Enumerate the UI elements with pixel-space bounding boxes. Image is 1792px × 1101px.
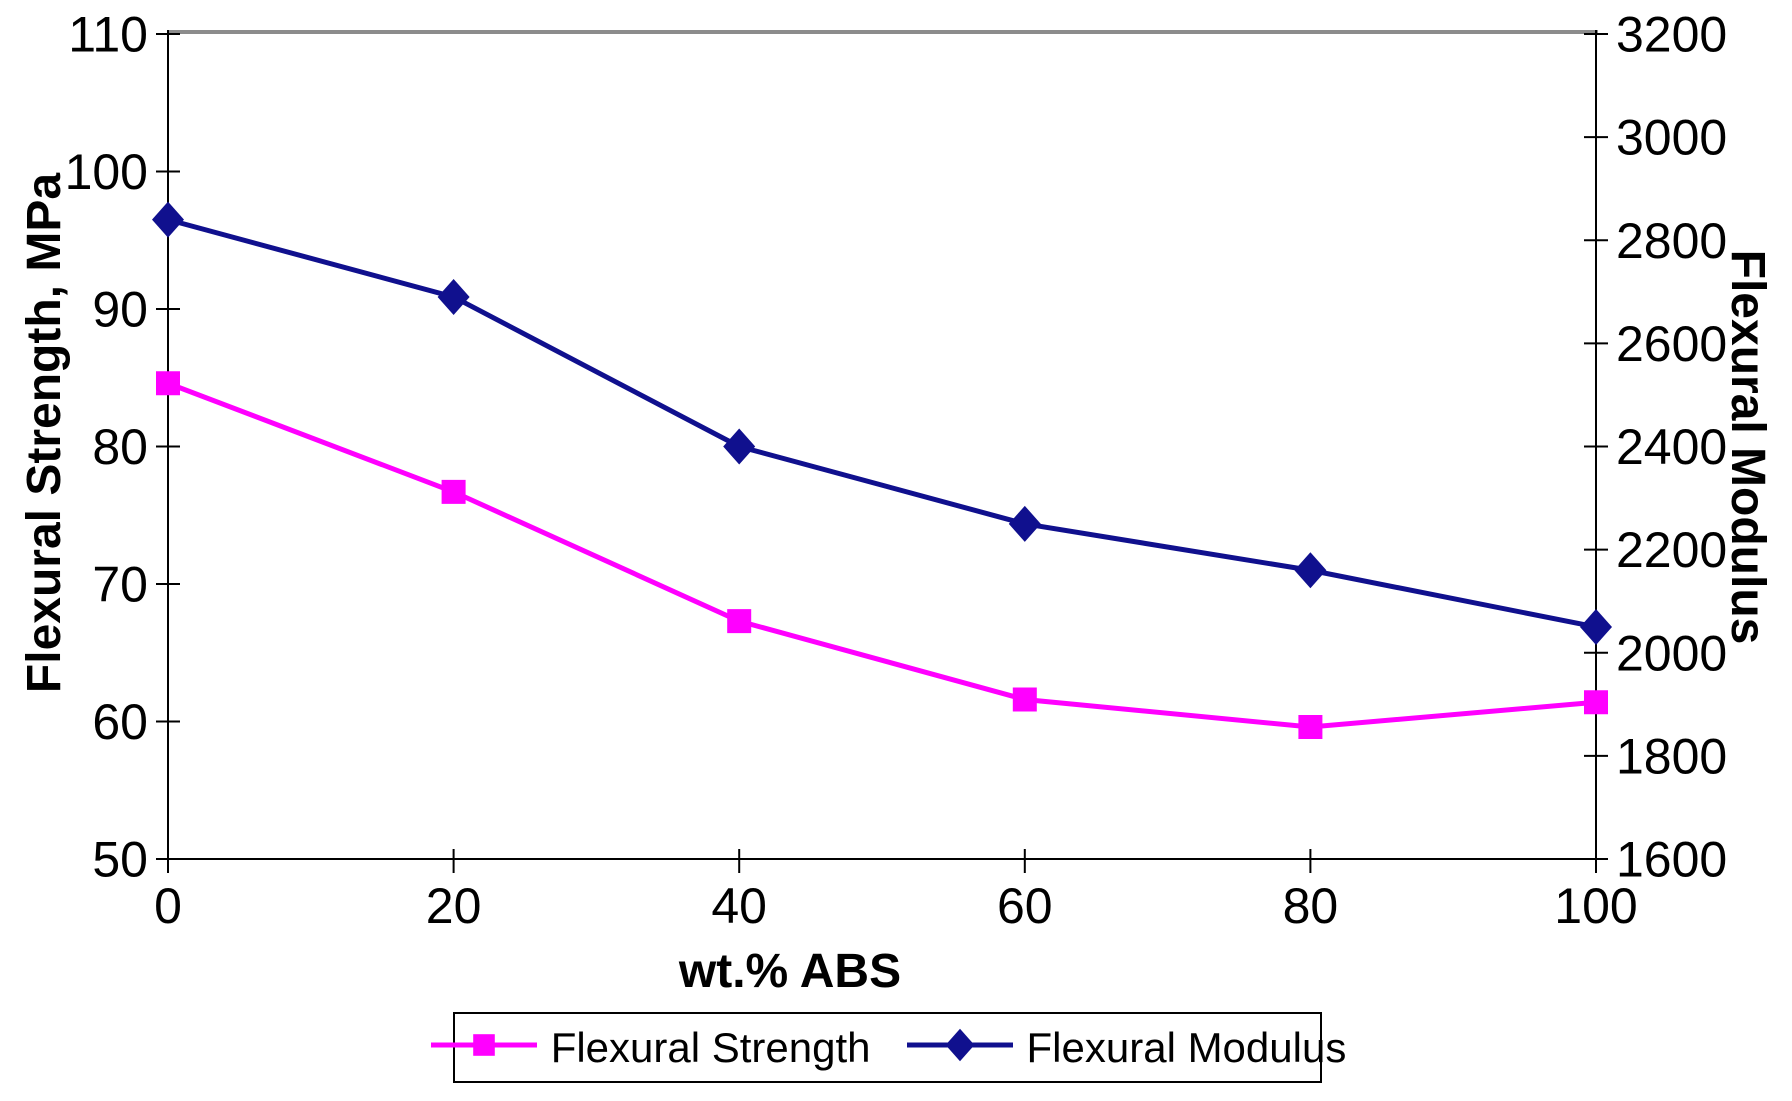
legend-item-strength: Flexural Strength (429, 1024, 871, 1072)
x-tick-label: 60 (997, 878, 1053, 934)
data-point-marker (1294, 552, 1327, 589)
series-line-modulus (167, 217, 1597, 630)
legend-item-modulus: Flexural Modulus (905, 1023, 1347, 1072)
series-line-strength (167, 380, 1597, 730)
left-tick-label: 60 (92, 694, 148, 750)
left-tick-label: 70 (92, 557, 148, 613)
x-tick-label: 80 (1283, 878, 1339, 934)
data-point-marker (472, 1034, 495, 1056)
right-tick-label: 2000 (1616, 625, 1727, 681)
data-point-marker (1008, 505, 1041, 542)
data-point-marker (945, 1028, 974, 1062)
x-tick-label: 40 (711, 878, 767, 934)
diamond-swatch-svg (906, 1028, 1013, 1062)
square-swatch-svg (430, 1034, 537, 1056)
legend: Flexural Strength Flexural Modulus (430, 1012, 1346, 1083)
right-tick-label: 2400 (1616, 419, 1727, 475)
right-tick-label: 2200 (1616, 522, 1727, 578)
data-point-marker (1580, 608, 1612, 645)
left-tick-label: 90 (92, 282, 148, 338)
right-tick-label: 1600 (1616, 832, 1727, 888)
legend-label-strength: Flexural Strength (550, 1023, 871, 1071)
right-tick-label: 1800 (1616, 728, 1727, 784)
data-point-marker (437, 278, 470, 315)
data-point-marker (441, 479, 466, 504)
square-marker-icon (429, 1025, 539, 1070)
diamond-marker-icon (905, 1025, 1015, 1070)
left-tick-label: 80 (92, 419, 148, 475)
x-tick-label: 0 (154, 878, 182, 934)
data-point-marker (152, 201, 184, 238)
data-point-marker (1012, 687, 1037, 712)
legend-label-modulus: Flexural Modulus (1026, 1023, 1347, 1071)
data-point-marker (1298, 715, 1323, 739)
data-point-marker (727, 609, 752, 634)
right-tick-label: 3200 (1616, 7, 1727, 63)
right-y-axis-title: Flexural Modulus (1721, 249, 1774, 645)
x-axis-title: wt.% ABS (678, 945, 902, 998)
data-point-marker (1584, 690, 1608, 715)
left-tick-label: 110 (68, 7, 148, 63)
x-tick-label: 100 (1554, 878, 1637, 934)
right-tick-label: 2800 (1616, 213, 1727, 269)
left-y-axis-title: Flexural Strength, MPa (18, 172, 71, 694)
data-point-marker (723, 428, 756, 465)
x-tick-label: 20 (426, 878, 482, 934)
left-tick-label: 50 (92, 832, 148, 888)
left-tick-label: 100 (65, 144, 148, 200)
right-tick-label: 3000 (1616, 110, 1727, 166)
data-point-marker (156, 371, 180, 396)
right-tick-label: 2600 (1616, 316, 1727, 372)
